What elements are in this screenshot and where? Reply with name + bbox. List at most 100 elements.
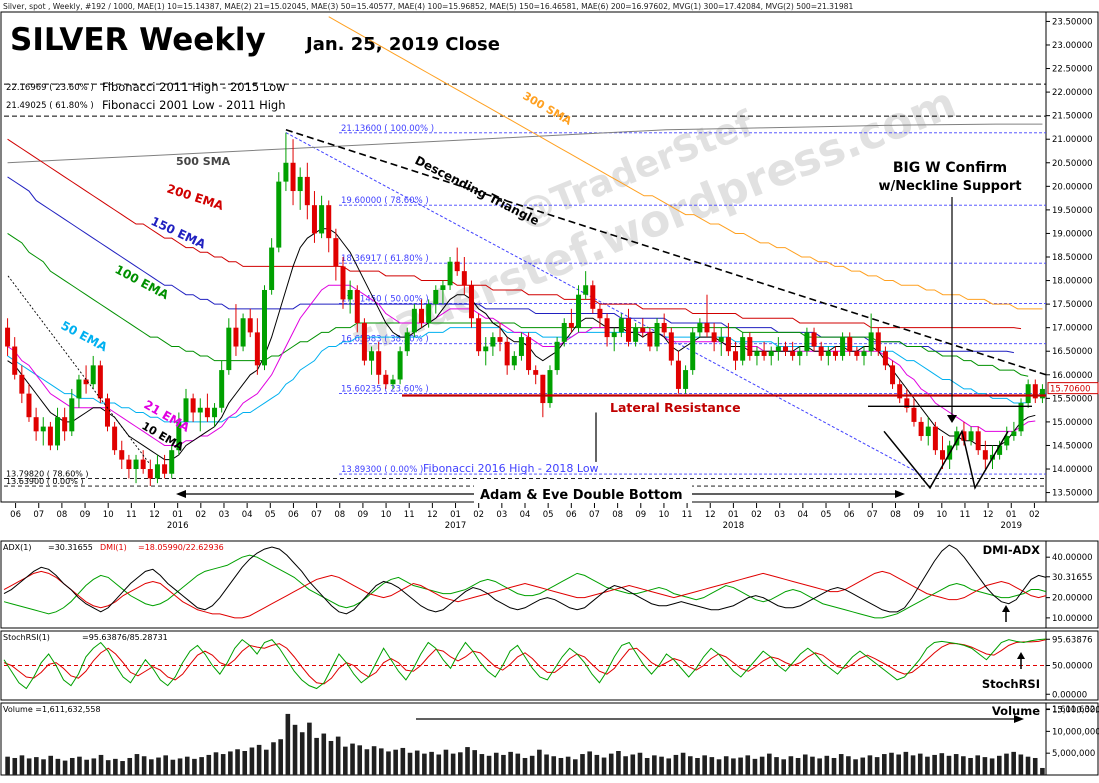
volume-bar — [882, 754, 887, 775]
month-label: 08 — [334, 510, 345, 520]
volume-bar — [1040, 767, 1045, 775]
candle-body — [775, 346, 781, 352]
volume-bar — [853, 759, 858, 775]
volume-bar — [824, 755, 830, 775]
stoch-axis-tick-label: 0.00000 — [1052, 690, 1087, 700]
stoch-axis-tick-label: 95.63876 — [1052, 635, 1093, 645]
price-axis: 23.50000 23.00000 22.50000 22.00000 21.50000… — [1046, 17, 1093, 499]
price-tick-label: 13.50000 — [1052, 489, 1093, 499]
fib-bottom-label: 13.63900 ( 0.00% ) — [6, 477, 83, 486]
month-label: 08 — [890, 510, 901, 520]
volume-bar — [996, 755, 1002, 775]
volume-bar — [917, 753, 923, 775]
adx-axis-tick-label: 40.00000 — [1052, 553, 1093, 563]
candle-body — [568, 322, 574, 328]
adx-line — [3, 544, 1047, 615]
candle-body — [304, 176, 310, 206]
volume-bar — [774, 757, 779, 775]
month-label: 01 — [450, 510, 461, 520]
ema200-line — [7, 138, 1022, 330]
candle-body — [397, 351, 403, 380]
month-label: 01 — [172, 510, 183, 520]
price-tick-label: 20.00000 — [1052, 182, 1093, 192]
stoch-header-name: StochRSI(1) — [3, 633, 50, 642]
candle-body — [1039, 388, 1045, 399]
candle-body — [247, 318, 253, 333]
candle-body — [540, 374, 546, 404]
volume-bar — [149, 759, 154, 775]
volume-bar — [652, 755, 657, 775]
volume-bar — [551, 756, 557, 775]
year-label: 2018 — [723, 521, 745, 531]
volume-bar — [458, 752, 463, 775]
volume-bar — [213, 752, 219, 775]
volume-bar — [429, 751, 434, 775]
month-label: 04 — [797, 510, 808, 520]
volume-bar — [443, 749, 449, 775]
candle-body — [319, 205, 325, 234]
volume-bar — [529, 755, 535, 775]
volume-bar — [472, 750, 477, 775]
adx-axis-tick-label: 10.00000 — [1052, 614, 1093, 624]
volume-bar — [55, 758, 61, 775]
candle-body — [454, 261, 460, 272]
volume-bar — [393, 749, 398, 775]
candle-body — [832, 351, 838, 356]
candle-body — [890, 365, 896, 385]
adx-header-value: =30.31655 — [48, 543, 93, 552]
candle-body — [369, 351, 375, 361]
adx-panel-frame — [0, 540, 1099, 629]
candle-body — [283, 162, 289, 182]
fib-long-name: Fibonacci 2001 Low - 2011 High — [102, 98, 286, 112]
volume-bar — [156, 757, 161, 775]
big-w-label-1: BIG W Confirm — [893, 160, 1007, 176]
volume-bar — [767, 753, 772, 775]
candle-body — [404, 332, 410, 352]
volume-bar — [601, 757, 607, 775]
price-tick-label: 21.00000 — [1052, 135, 1093, 145]
volume-bar — [702, 755, 707, 775]
dmi-minus-line — [3, 570, 1047, 619]
month-label: 11 — [126, 510, 137, 520]
volume-bar — [975, 755, 981, 775]
stoch-signal-line — [3, 639, 1047, 685]
candle-body — [847, 337, 853, 352]
volume-bar — [69, 757, 75, 775]
volume-bar — [522, 757, 528, 775]
volume-bar — [673, 754, 679, 775]
month-label: 11 — [404, 510, 415, 520]
volume-bar — [946, 755, 952, 775]
volume-bar — [608, 753, 614, 775]
fib-long-label: 22.16969 ( 23.60% ) — [6, 83, 94, 93]
candle-body — [62, 417, 68, 432]
month-label: 04 — [520, 510, 531, 520]
candle-body — [576, 294, 582, 328]
volume-bar — [400, 747, 406, 775]
volume-bar — [206, 754, 212, 775]
volume-bar — [1025, 756, 1031, 775]
candle-body — [112, 426, 118, 451]
candle-body — [447, 261, 453, 286]
volume-bar — [299, 732, 305, 775]
volume-bar — [134, 754, 140, 775]
volume-bar — [228, 751, 233, 775]
volume-bar — [328, 740, 334, 775]
candle-body — [468, 285, 474, 319]
volume-bar — [285, 713, 291, 775]
volume-bar — [184, 756, 190, 775]
month-label: 02 — [751, 510, 762, 520]
volume-axis-tick-label: 10,000,000 — [1052, 727, 1099, 737]
month-label: 09 — [357, 510, 368, 520]
volume-bar — [838, 754, 844, 775]
volume-bar — [515, 753, 521, 775]
candle-body — [718, 337, 724, 342]
candle-body — [683, 370, 689, 389]
volume-bar — [738, 757, 743, 775]
price-tick-label: 22.00000 — [1052, 88, 1093, 98]
stoch-panel-title: StochRSI — [982, 677, 1040, 691]
volume-bar — [745, 755, 751, 775]
year-label: 2016 — [167, 521, 189, 531]
price-tick-label: 15.00000 — [1052, 418, 1093, 428]
candle-body — [426, 304, 432, 323]
candle-body — [1032, 384, 1038, 399]
